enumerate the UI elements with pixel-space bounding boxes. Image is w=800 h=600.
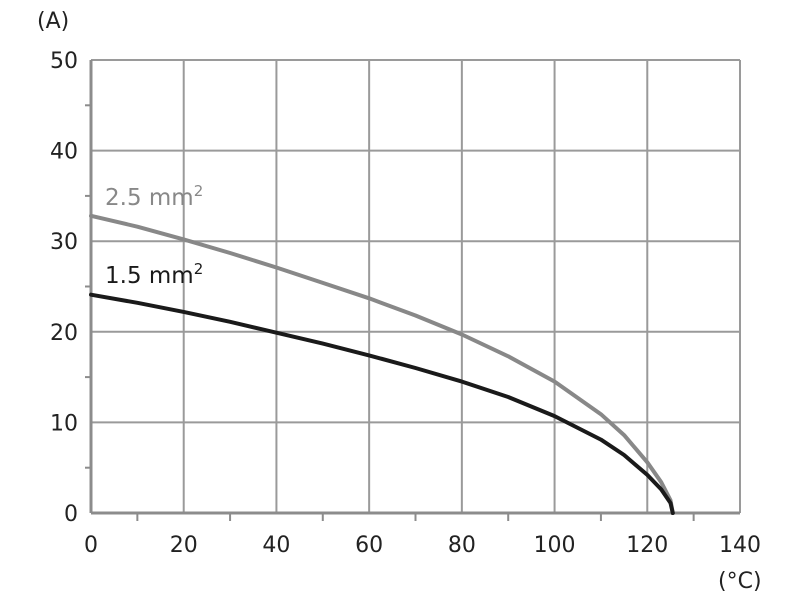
y-tick-label: 10: [50, 411, 78, 436]
series-line-2-5-mm2: [89, 213, 675, 515]
y-axis-tick-labels: 0 10 20 30 40 50: [50, 49, 78, 527]
series-labels: 2.5 mm2 1.5 mm2: [105, 182, 203, 289]
x-tick-label: 120: [626, 533, 668, 558]
axes: [85, 60, 740, 521]
x-axis-tick-labels: 0 20 40 60 80 100 120 140: [84, 533, 761, 558]
y-axis-label: (A): [37, 9, 69, 34]
x-tick-label: 0: [84, 533, 98, 558]
series: [89, 213, 675, 515]
series-line-1-5-mm2: [89, 292, 675, 515]
x-axis-label: (°C): [718, 569, 762, 594]
grid: [91, 59, 741, 513]
y-tick-label: 0: [64, 502, 78, 527]
y-tick-label: 30: [50, 230, 78, 255]
x-tick-label: 60: [355, 533, 383, 558]
series-label-2-5-mm2: 2.5 mm2: [105, 182, 203, 211]
x-tick-label: 80: [448, 533, 476, 558]
y-tick-label: 40: [50, 140, 78, 165]
x-tick-label: 100: [534, 533, 576, 558]
y-tick-label: 20: [50, 321, 78, 346]
x-tick-label: 140: [719, 533, 761, 558]
x-tick-label: 20: [170, 533, 198, 558]
y-tick-label: 50: [50, 49, 78, 74]
x-tick-label: 40: [262, 533, 290, 558]
series-label-1-5-mm2: 1.5 mm2: [105, 260, 203, 289]
